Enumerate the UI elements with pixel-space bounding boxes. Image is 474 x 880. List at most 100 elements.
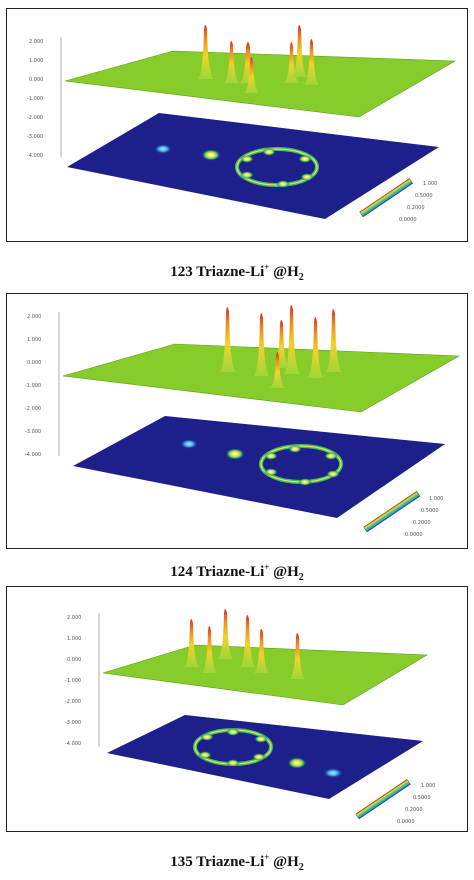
peak [243,57,260,93]
z-tick: 2.000 [27,314,41,320]
hotspot [226,728,240,736]
z-tick: -4.000 [27,153,43,159]
z-tick: 1.000 [29,58,43,64]
z-tick: -2.000 [25,406,41,412]
hotspot [254,735,268,743]
peak [273,320,290,368]
legend-values: 0.0000 0.2000 0.5000 1.000 [405,496,443,538]
hotspot [225,448,245,460]
hotspot [180,439,198,449]
hotspot [323,768,343,778]
figure-panel-123: 2.000 1.000 0.000 -1.000 -2.000 -3.000 -… [6,8,468,242]
hotspot [201,149,221,161]
color-legend [359,178,414,218]
z-tick: -1.000 [25,383,41,389]
surface-plot-123: 2.000 1.000 0.000 -1.000 -2.000 -3.000 -… [27,25,457,223]
legend-value: 0.2000 [413,520,431,526]
legend-bar [355,779,411,819]
peak [197,25,215,79]
hotspot [226,759,240,767]
z-tick: -4.000 [25,452,41,458]
surface-plot-135: 2.000 1.000 0.000 -1.000 -2.000 -3.000 -… [65,609,435,825]
figure-panel-135: 2.000 1.000 0.000 -1.000 -2.000 -3.000 -… [6,586,468,832]
z-tick: 1.000 [67,636,81,642]
z-tick: -3.000 [27,134,43,140]
legend-values: 0.0000 0.2000 0.5000 1.000 [397,783,435,825]
hotspot [264,452,278,460]
peak [239,42,257,83]
z-axis-ticks: 2.000 1.000 0.000 -1.000 -2.000 -3.000 -… [27,39,43,159]
hotspot [276,180,290,188]
peak [183,619,200,667]
peak [201,626,218,673]
peak [289,633,306,679]
peak [269,352,286,388]
surface-plot-124: 2.000 1.000 0.000 -1.000 -2.000 -3.000 -… [25,305,461,538]
peak [239,615,256,667]
legend-value: 1.000 [429,496,443,502]
peak [283,305,301,374]
legend-value: 1.000 [421,783,435,789]
color-legend [355,779,411,820]
peak [253,629,270,673]
contour-hotspots [193,728,343,778]
hotspot [200,733,214,741]
legend-value: 1.000 [423,181,437,187]
z-axis-ticks: 2.000 1.000 0.000 -1.000 -2.000 -3.000 -… [25,314,41,458]
hotspot [287,757,307,769]
contour-plane [67,113,439,219]
peak [253,313,270,376]
figure-caption-124: 124 Triazne-Li+ @H2 [170,562,304,583]
legend-value: 0.5000 [421,508,439,514]
z-tick: -3.000 [25,429,41,435]
legend-value: 0.2000 [405,807,423,813]
z-tick: -2.000 [27,115,43,121]
legend-value: 0.5000 [415,193,433,199]
peaks [219,305,343,388]
z-tick: 1.000 [27,337,41,343]
z-tick: -4.000 [65,741,81,747]
z-tick: 0.000 [27,360,41,366]
figure-caption-123: 123 Triazne-Li+ @H2 [170,262,304,283]
legend-value: 0.0000 [397,819,415,825]
legend-value: 0.0000 [399,217,417,223]
legend-bar [359,178,413,217]
surface-plane [102,644,429,706]
figure-caption-135: 135 Triazne-Li+ @H2 [170,852,304,873]
peak [223,41,240,83]
peak [283,42,300,83]
hotspot [154,144,172,154]
legend-value: 0.0000 [405,532,423,538]
hotspot [326,470,340,478]
contour-hotspots [154,144,319,188]
surface-plane [64,50,457,118]
hotspot [264,468,278,476]
peaks [197,25,320,93]
z-tick: -1.000 [27,96,43,102]
peak [325,309,343,372]
z-tick: 2.000 [29,39,43,45]
hotspot [262,148,276,156]
surface-plane [62,343,461,413]
peak [291,25,308,77]
hotspot [198,751,212,759]
hotspot [240,155,254,163]
peak [217,609,234,659]
peak [307,317,325,378]
hotspot [324,452,338,460]
hotspot [240,171,254,179]
legend-bar [363,491,421,532]
z-tick: 0.000 [67,657,81,663]
figure-panel-124: 2.000 1.000 0.000 -1.000 -2.000 -3.000 -… [6,293,468,549]
color-legend [363,490,421,533]
z-tick: -2.000 [65,699,81,705]
hotspot [298,155,312,163]
hotspot [300,173,314,181]
z-tick: -1.000 [65,678,81,684]
peak [303,39,320,85]
legend-value: 0.2000 [407,205,425,211]
z-axis-ticks: 2.000 1.000 0.000 -1.000 -2.000 -3.000 -… [65,615,81,747]
legend-values: 0.0000 0.2000 0.5000 1.000 [399,181,437,223]
z-tick: 0.000 [29,77,43,83]
contour-plane [73,416,445,518]
